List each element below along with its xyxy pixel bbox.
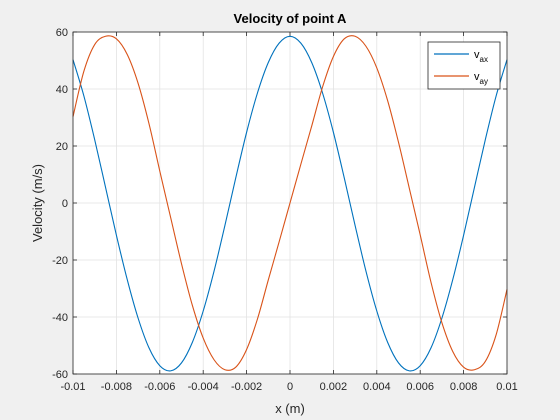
y-tick-label: -40 — [52, 312, 68, 324]
legend-label-vay: vay — [474, 71, 488, 86]
x-tick-label: 0 — [287, 381, 293, 393]
x-tick-label: -0.01 — [60, 381, 85, 393]
y-tick-label: 60 — [56, 27, 68, 39]
series-layer — [72, 35, 508, 372]
x-tick-label: -0.008 — [101, 381, 132, 393]
legend-label-vay-name: v — [474, 71, 480, 83]
legend: vax vay — [427, 41, 501, 90]
x-tick-label: 0.006 — [406, 381, 434, 393]
x-tick-label: 0.01 — [496, 381, 517, 393]
legend-label-vax: vax — [474, 49, 488, 64]
legend-box — [427, 41, 501, 90]
legend-label-vax-name: v — [474, 49, 480, 61]
x-tick-label: 0.004 — [363, 381, 391, 393]
y-axis-label: Velocity (m/s) — [30, 164, 45, 242]
y-tick-label: 20 — [56, 141, 68, 153]
ticks — [72, 31, 508, 375]
x-tick-label: -0.006 — [144, 381, 175, 393]
x-tick-labels: -0.01 -0.008 -0.006 -0.004 -0.002 0 0.002 0.004… — [60, 381, 517, 393]
x-tick-label: 0.002 — [320, 381, 348, 393]
legend-label-vax-subscript: ax — [480, 55, 488, 64]
x-axis-label: x (m) — [275, 401, 305, 416]
x-tick-label: -0.004 — [188, 381, 219, 393]
y-tick-label: -20 — [52, 255, 68, 267]
y-tick-label: 0 — [62, 198, 68, 210]
y-tick-labels: -60 -40 -20 0 20 40 60 — [52, 27, 68, 381]
legend-label-vay-subscript: ay — [480, 77, 488, 86]
y-tick-label: 40 — [56, 84, 68, 96]
x-tick-label: 0.008 — [450, 381, 478, 393]
chart-title: Velocity of point A — [234, 11, 348, 26]
x-tick-label: -0.002 — [231, 381, 262, 393]
y-tick-label: -60 — [52, 369, 68, 381]
series-line-vay — [72, 35, 508, 371]
series-line-vax — [72, 35, 508, 372]
